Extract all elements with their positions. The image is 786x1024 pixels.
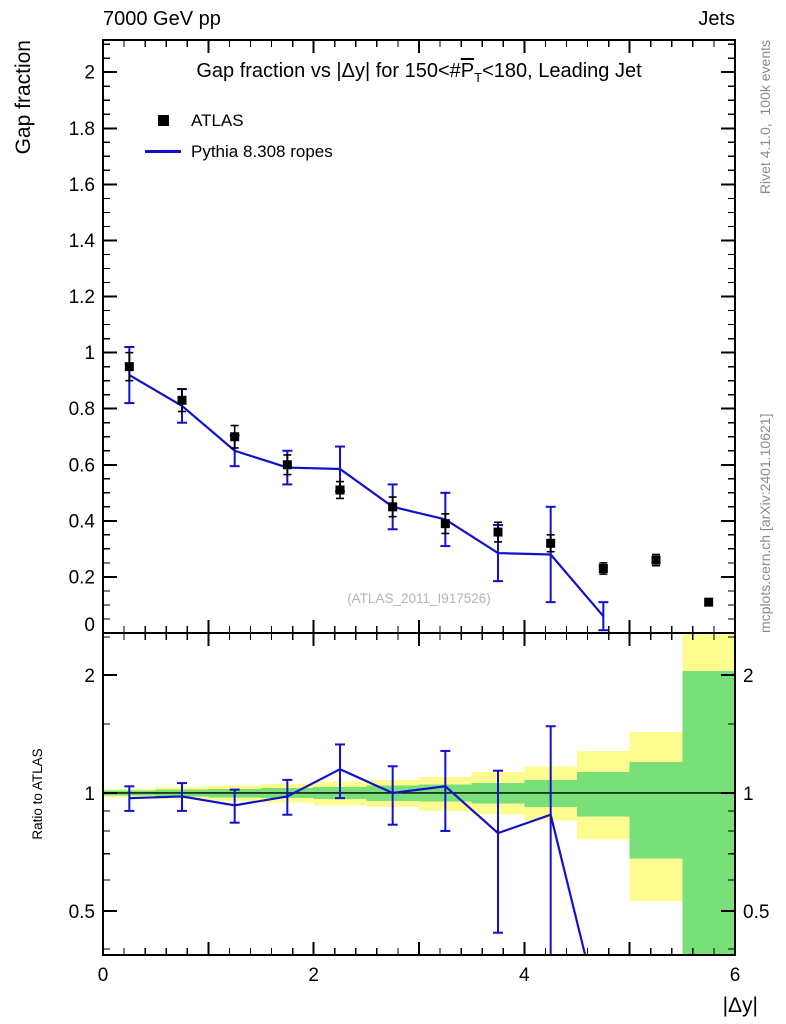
- main-y-tick-label: 0.8: [69, 399, 95, 420]
- watermark: (ATLAS_2011_I917526): [347, 591, 491, 606]
- x-tick-label: 6: [730, 965, 741, 986]
- mc-prediction-line: [128, 374, 605, 617]
- main-y-tick-label: 1.2: [69, 287, 95, 308]
- x-tick-label: 2: [308, 965, 319, 986]
- beam-info: 7000 GeV pp: [103, 8, 221, 30]
- legend-item: ATLAS: [144, 105, 333, 136]
- legend-item: Pythia 8.308 ropes: [144, 136, 333, 167]
- main-y-tick-label: 1.4: [69, 231, 96, 252]
- legend-label: Pythia 8.308 ropes: [191, 141, 333, 161]
- ratio-y-tick-label: 0.5: [69, 902, 95, 923]
- main-y-tick-label: 0.4: [69, 511, 96, 532]
- ratio-y-tick-label-right: 2: [743, 666, 754, 687]
- legend: ATLAS Pythia 8.308 ropes: [144, 105, 333, 167]
- plot-title-pre: Gap fraction vs |Δy| for 150<#: [196, 60, 461, 82]
- ratio-y-tick-label-right: 0.5: [743, 902, 769, 923]
- line-marker-icon: [144, 150, 182, 153]
- plot-frames-and-ticks: [102, 39, 736, 956]
- main-y-tick-label: 1.8: [69, 119, 95, 140]
- plot-title-pbar: P: [460, 60, 475, 82]
- main-y-tick-label: 2: [84, 63, 95, 84]
- main-y-tick-label: 0.6: [69, 455, 95, 476]
- plot-title-sub: T: [474, 70, 483, 85]
- main-y-tick-label: 0.2: [69, 567, 95, 588]
- x-axis-label: |Δy|: [722, 994, 758, 1017]
- x-tick-label: 4: [519, 965, 530, 986]
- ratio-y-tick-label: 1: [84, 784, 95, 805]
- square-marker-icon: [144, 115, 182, 126]
- analysis-tag: Jets: [698, 8, 735, 30]
- ratio-mc-series: [124, 725, 587, 955]
- rivet-version-note: Rivet 4.1.0, 100k events: [757, 40, 773, 195]
- plot-title: Gap fraction vs |Δy| for 150<#PT<180, Le…: [103, 60, 735, 85]
- y-axis-label-main: Gap fraction: [12, 40, 35, 155]
- ratio-uncertainty-bands: [103, 633, 735, 955]
- main-series: [124, 346, 714, 632]
- x-tick-label: 0: [98, 965, 109, 986]
- mcplots-arxiv-note: mcplots.cern.ch [arXiv:2401.10621]: [757, 413, 773, 633]
- y-axis-label-ratio: Ratio to ATLAS: [30, 748, 45, 840]
- main-y-tick-label: 1.6: [69, 175, 95, 196]
- main-y-tick-label: 0: [84, 615, 95, 636]
- plot-title-post: <180, Leading Jet: [482, 60, 642, 82]
- main-y-tick-label: 1: [84, 343, 95, 364]
- legend-label: ATLAS: [191, 110, 244, 130]
- ratio-y-tick-label-right: 1: [743, 784, 754, 805]
- ratio-y-tick-label: 2: [84, 666, 95, 687]
